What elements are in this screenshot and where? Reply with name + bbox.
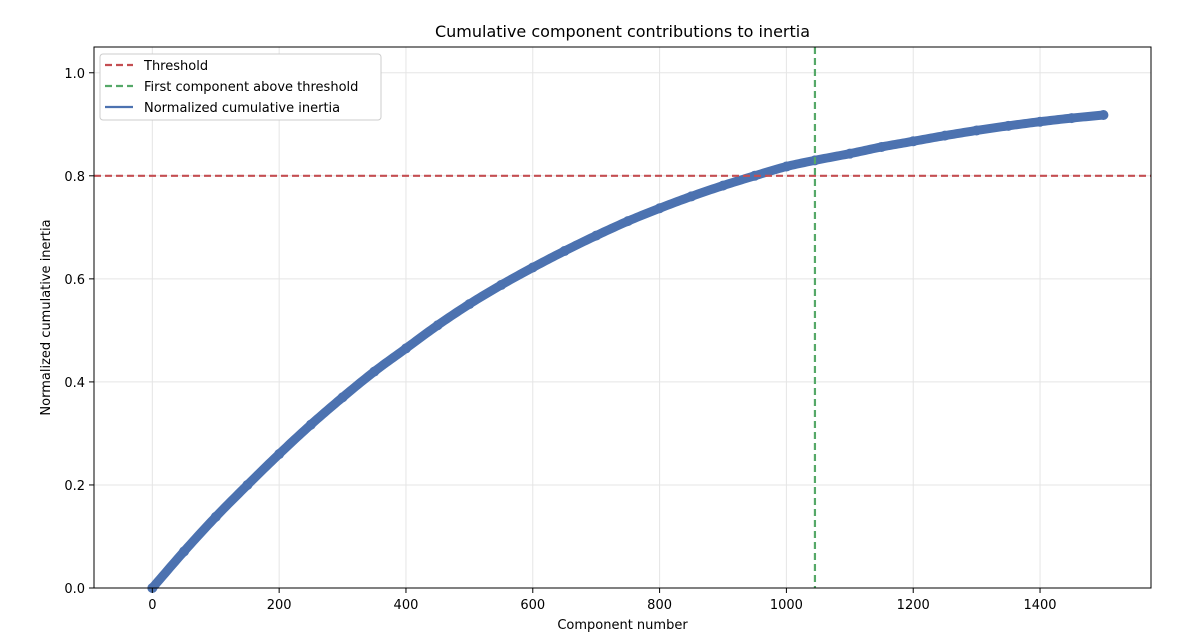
data-point	[274, 449, 285, 460]
y-tick-label: 0.0	[64, 582, 85, 597]
y-tick-label: 0.2	[64, 479, 85, 494]
series-layer	[147, 110, 1109, 593]
data-point	[496, 280, 507, 291]
data-point	[1098, 110, 1109, 121]
data-point	[1066, 113, 1077, 124]
data-point	[432, 320, 443, 331]
data-point	[400, 343, 411, 354]
data-point	[1003, 120, 1014, 131]
x-tick-label: 0	[148, 598, 156, 613]
y-axis-ticks: 0.0 0.2 0.4 0.6 0.8 1.0	[64, 67, 94, 597]
legend-label-first-component: First component above threshold	[144, 80, 358, 95]
x-tick-label: 1400	[1023, 598, 1056, 613]
data-point	[305, 419, 316, 430]
data-point	[179, 546, 190, 557]
y-axis-label: Normalized cumulative inertia	[39, 219, 54, 415]
data-point	[464, 299, 475, 310]
data-point	[369, 366, 380, 377]
x-axis-label: Component number	[557, 618, 688, 633]
data-point	[686, 191, 697, 202]
reference-lines	[94, 47, 1151, 588]
y-tick-label: 0.4	[64, 376, 85, 391]
x-tick-label: 1000	[770, 598, 803, 613]
data-point	[971, 125, 982, 136]
data-point	[781, 161, 792, 172]
plot-frame	[93, 46, 1152, 589]
y-tick-label: 1.0	[64, 67, 85, 82]
data-point	[591, 230, 602, 241]
data-point	[876, 141, 887, 152]
data-point	[718, 180, 729, 191]
legend-box	[99, 53, 382, 121]
chart-title: Cumulative component contributions to in…	[435, 22, 810, 41]
x-tick-label: 200	[267, 598, 292, 613]
x-tick-label: 400	[394, 598, 419, 613]
y-tick-label: 0.6	[64, 273, 85, 288]
x-tick-label: 1200	[897, 598, 930, 613]
legend-label-threshold: Threshold	[143, 59, 208, 74]
legend-label-series: Normalized cumulative inertia	[144, 101, 340, 116]
data-point	[1035, 116, 1046, 127]
data-point	[242, 479, 253, 490]
data-point	[527, 262, 538, 273]
x-axis-ticks: 0 200 400 600 800 1000 1200 1400	[148, 588, 1057, 613]
data-point	[654, 203, 665, 214]
data-point	[844, 148, 855, 159]
data-point	[622, 216, 633, 227]
data-point	[908, 136, 919, 147]
data-point	[559, 246, 570, 257]
data-point	[939, 130, 950, 141]
legend: Threshold First component above threshol…	[99, 53, 382, 121]
data-point	[337, 392, 348, 403]
data-point	[210, 511, 221, 522]
y-tick-label: 0.8	[64, 170, 85, 185]
x-tick-label: 600	[520, 598, 545, 613]
x-tick-label: 800	[647, 598, 672, 613]
series-line	[147, 110, 1108, 593]
